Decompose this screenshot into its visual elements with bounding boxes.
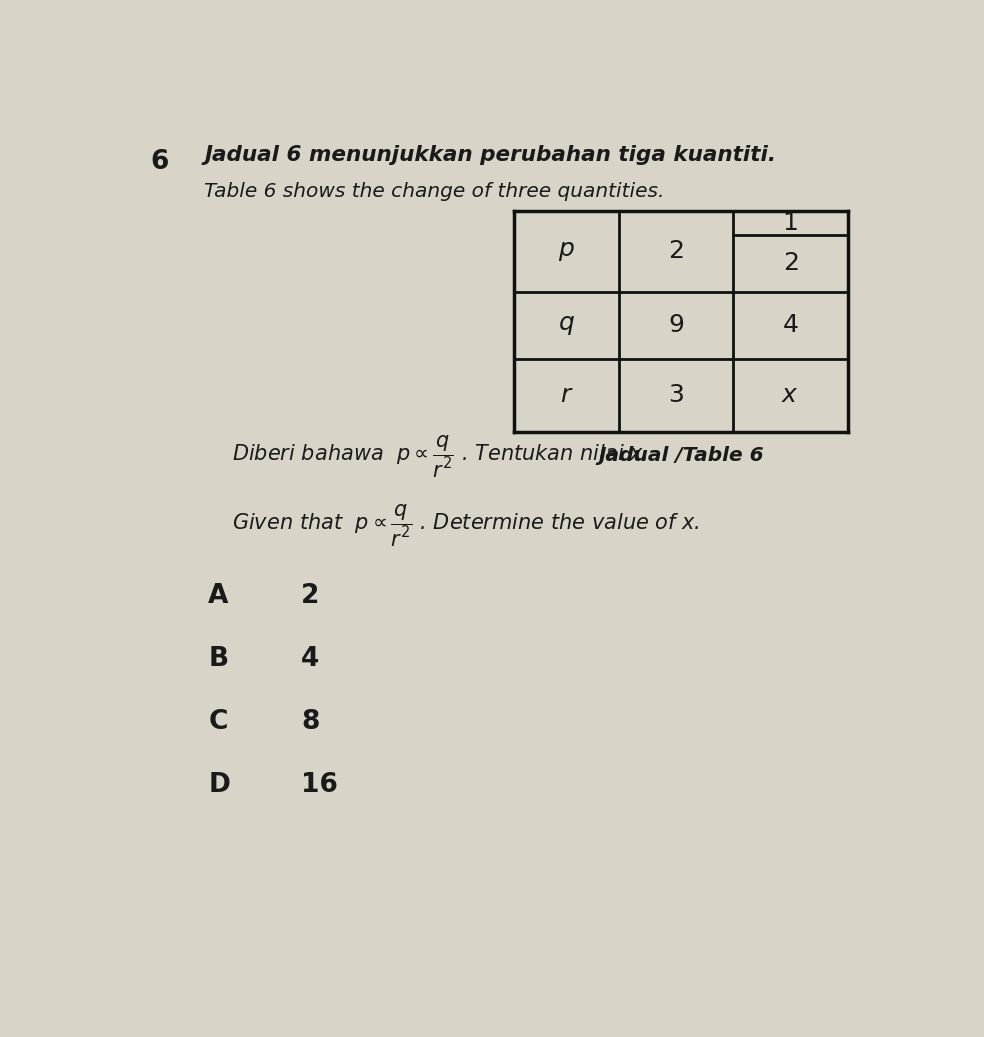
Text: $r$: $r$ — [560, 385, 574, 408]
Text: $2$: $2$ — [782, 252, 798, 275]
Text: 2: 2 — [301, 583, 320, 609]
Text: C: C — [209, 709, 227, 735]
Text: $9$: $9$ — [668, 314, 684, 337]
Text: 16: 16 — [301, 773, 338, 798]
Text: A: A — [209, 583, 228, 609]
Text: Table 6 shows the change of three quantities.: Table 6 shows the change of three quanti… — [205, 183, 665, 201]
Text: Jadual /Table 6: Jadual /Table 6 — [598, 446, 764, 466]
Text: $4$: $4$ — [782, 314, 799, 337]
Text: 8: 8 — [301, 709, 320, 735]
Text: $x$: $x$ — [781, 385, 799, 408]
Text: $q$: $q$ — [558, 314, 576, 337]
Text: $p$: $p$ — [558, 240, 575, 262]
Text: $3$: $3$ — [668, 385, 684, 408]
Text: B: B — [209, 646, 228, 672]
Text: $2$: $2$ — [668, 240, 684, 262]
Text: D: D — [209, 773, 230, 798]
Text: 6: 6 — [151, 149, 168, 175]
Text: Jadual 6 menunjukkan perubahan tiga kuantiti.: Jadual 6 menunjukkan perubahan tiga kuan… — [205, 145, 776, 165]
Text: 4: 4 — [301, 646, 320, 672]
Text: Diberi bahawa  $p \propto \dfrac{q}{r^2}$ . Tentukan nilai $x$.: Diberi bahawa $p \propto \dfrac{q}{r^2}$… — [231, 433, 647, 480]
Text: $1$: $1$ — [782, 212, 798, 234]
Text: Given that  $p \propto \dfrac{q}{r^2}$ . Determine the value of $x$.: Given that $p \propto \dfrac{q}{r^2}$ . … — [231, 503, 700, 550]
